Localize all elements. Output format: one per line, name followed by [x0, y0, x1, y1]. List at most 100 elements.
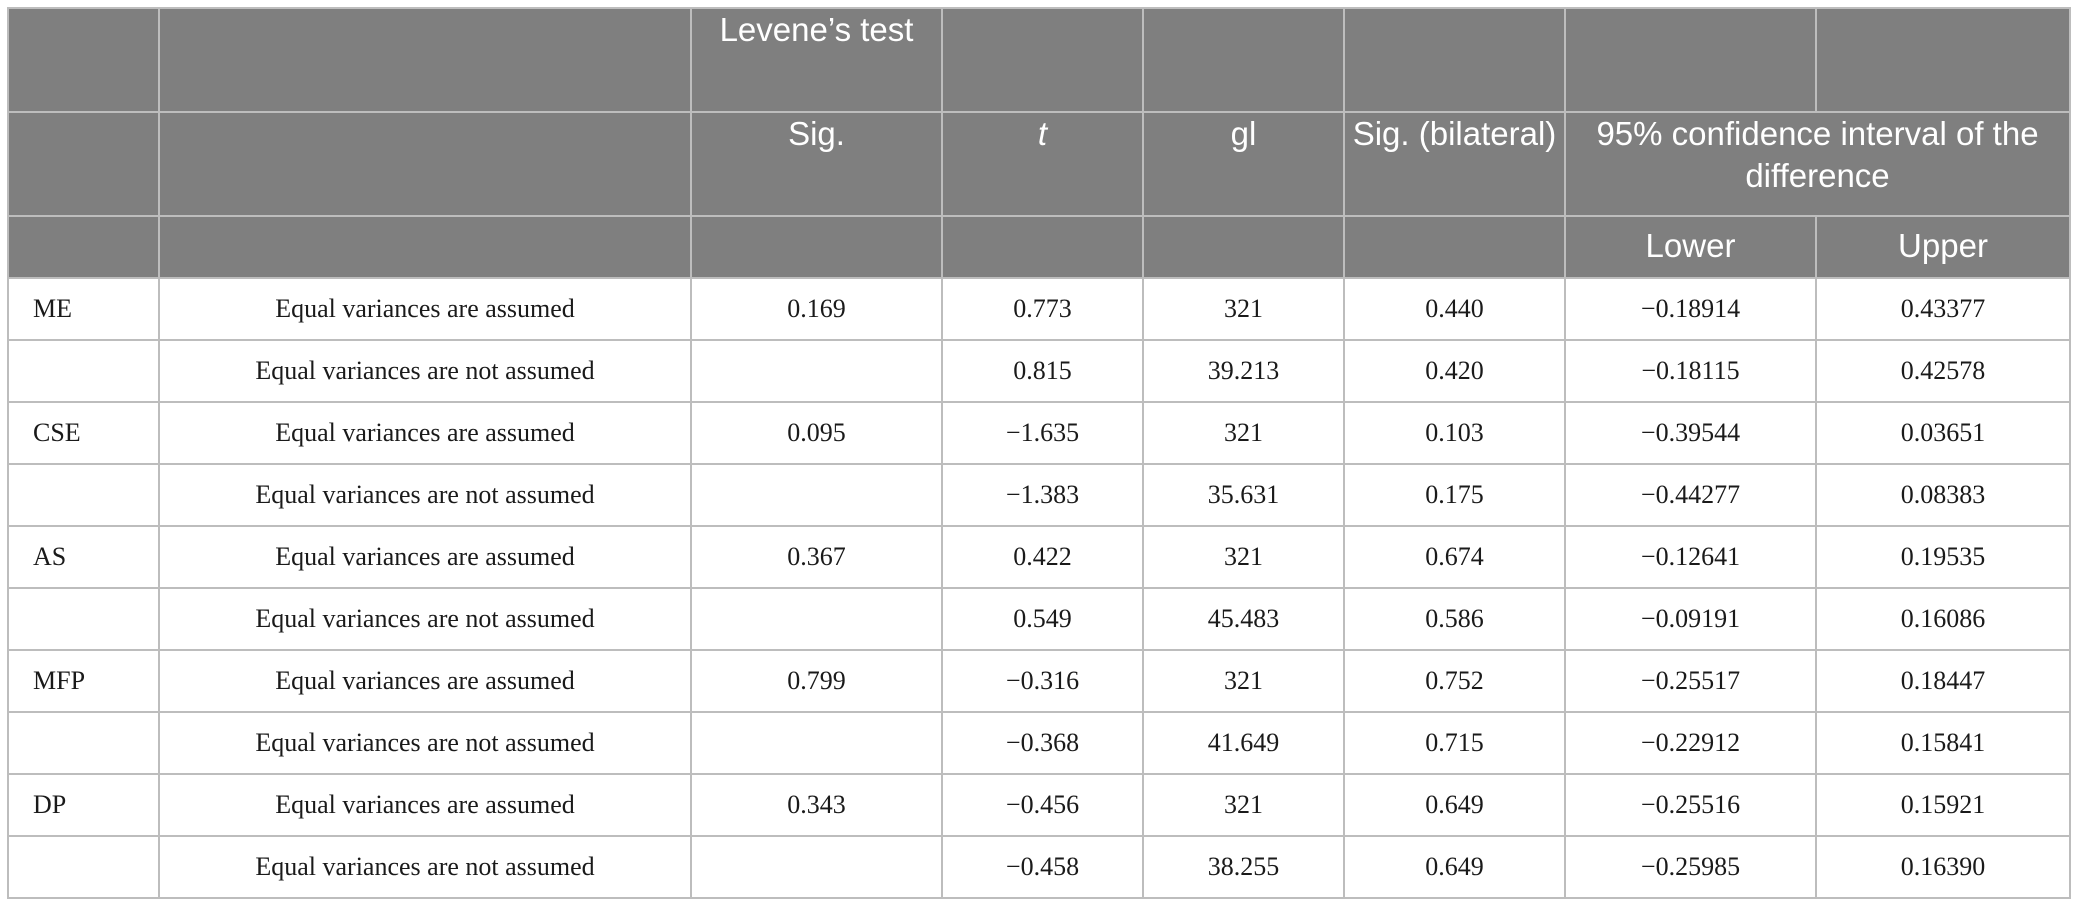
sig-bilateral-cell: 0.440 [1343, 277, 1566, 341]
header-empty-cell [7, 215, 160, 279]
sig-bilateral-cell: 0.586 [1343, 587, 1566, 651]
header-empty-cell [1343, 7, 1566, 113]
levene-sig-cell [690, 339, 943, 403]
ci-upper-cell: 0.43377 [1815, 277, 2071, 341]
variable-cell: CSE [7, 401, 160, 465]
t-value-cell: 0.549 [941, 587, 1144, 651]
ci-lower-cell: −0.25516 [1564, 773, 1817, 837]
ci-lower-cell: −0.18914 [1564, 277, 1817, 341]
t-value-cell: −1.383 [941, 463, 1144, 527]
assumption-cell: Equal variances are not assumed [158, 587, 692, 651]
ci-lower-cell: −0.39544 [1564, 401, 1817, 465]
t-value-cell: 0.422 [941, 525, 1144, 589]
variable-cell [7, 463, 160, 527]
header-row-2: Sig. t gl Sig. (bilateral) 95% confidenc… [7, 111, 2071, 217]
header-empty-cell [1815, 7, 2071, 113]
t-value-cell: −0.316 [941, 649, 1144, 713]
ci-lower-cell: −0.44277 [1564, 463, 1817, 527]
table-row: DP Equal variances are assumed 0.343 −0.456… [7, 773, 2071, 837]
gl-cell: 321 [1142, 649, 1345, 713]
ci-upper-cell: 0.16086 [1815, 587, 2071, 651]
t-value-cell: −1.635 [941, 401, 1144, 465]
t-value-cell: 0.815 [941, 339, 1144, 403]
header-sig: Sig. [690, 111, 943, 217]
header-t: t [941, 111, 1144, 217]
gl-cell: 35.631 [1142, 463, 1345, 527]
header-empty-cell [158, 7, 692, 113]
table-row: CSE Equal variances are assumed 0.095 −1.63… [7, 401, 2071, 465]
levene-sig-cell [690, 835, 943, 899]
header-empty-cell [1343, 215, 1566, 279]
gl-cell: 45.483 [1142, 587, 1345, 651]
t-value-cell: −0.458 [941, 835, 1144, 899]
variable-cell: AS [7, 525, 160, 589]
variable-cell [7, 587, 160, 651]
table-row: Equal variances are not assumed 0.815 39.2… [7, 339, 2071, 403]
levene-sig-cell: 0.799 [690, 649, 943, 713]
variable-cell [7, 835, 160, 899]
ci-lower-cell: −0.12641 [1564, 525, 1817, 589]
sig-bilateral-cell: 0.103 [1343, 401, 1566, 465]
header-sig-bilateral: Sig. (bilateral) [1343, 111, 1566, 217]
header-empty-cell [941, 7, 1144, 113]
levene-sig-cell: 0.343 [690, 773, 943, 837]
t-value-cell: 0.773 [941, 277, 1144, 341]
assumption-cell: Equal variances are not assumed [158, 463, 692, 527]
assumption-cell: Equal variances are not assumed [158, 339, 692, 403]
assumption-cell: Equal variances are not assumed [158, 835, 692, 899]
gl-cell: 41.649 [1142, 711, 1345, 775]
assumption-cell: Equal variances are assumed [158, 649, 692, 713]
assumption-cell: Equal variances are assumed [158, 401, 692, 465]
table-container: Levene’s test Sig. t gl Sig. (bilateral)… [7, 7, 2071, 899]
header-empty-cell [941, 215, 1144, 279]
levene-sig-cell: 0.367 [690, 525, 943, 589]
table-row: ME Equal variances are assumed 0.169 0.773 3… [7, 277, 2071, 341]
header-empty-cell [1564, 7, 1817, 113]
sig-bilateral-cell: 0.649 [1343, 773, 1566, 837]
table-row: AS Equal variances are assumed 0.367 0.422 3… [7, 525, 2071, 589]
gl-cell: 321 [1142, 525, 1345, 589]
variable-cell: ME [7, 277, 160, 341]
table-row: Equal variances are not assumed −1.383 35.… [7, 463, 2071, 527]
levene-sig-cell: 0.169 [690, 277, 943, 341]
header-row-1: Levene’s test [7, 7, 2071, 113]
variable-cell: MFP [7, 649, 160, 713]
assumption-cell: Equal variances are assumed [158, 277, 692, 341]
table-row: Equal variances are not assumed −0.458 38.… [7, 835, 2071, 899]
ci-upper-cell: 0.18447 [1815, 649, 2071, 713]
ci-lower-cell: −0.09191 [1564, 587, 1817, 651]
gl-cell: 39.213 [1142, 339, 1345, 403]
gl-cell: 38.255 [1142, 835, 1345, 899]
ci-upper-cell: 0.03651 [1815, 401, 2071, 465]
ci-upper-cell: 0.42578 [1815, 339, 2071, 403]
ttest-table: Levene’s test Sig. t gl Sig. (bilateral)… [7, 7, 2071, 899]
header-confidence-interval: 95% confidence interval of the differenc… [1564, 111, 2071, 217]
gl-cell: 321 [1142, 401, 1345, 465]
header-empty-cell [1142, 215, 1345, 279]
header-lower: Lower [1564, 215, 1817, 279]
table-row: MFP Equal variances are assumed 0.799 −0.31… [7, 649, 2071, 713]
header-empty-cell [7, 111, 160, 217]
sig-bilateral-cell: 0.715 [1343, 711, 1566, 775]
gl-cell: 321 [1142, 277, 1345, 341]
sig-bilateral-cell: 0.649 [1343, 835, 1566, 899]
table-header: Levene’s test Sig. t gl Sig. (bilateral)… [7, 7, 2071, 279]
header-row-3: Lower Upper [7, 215, 2071, 279]
ci-upper-cell: 0.15921 [1815, 773, 2071, 837]
ci-lower-cell: −0.22912 [1564, 711, 1817, 775]
table-row: Equal variances are not assumed −0.368 41.… [7, 711, 2071, 775]
assumption-cell: Equal variances are not assumed [158, 711, 692, 775]
table-body: ME Equal variances are assumed 0.169 0.773 3… [7, 277, 2071, 899]
sig-bilateral-cell: 0.752 [1343, 649, 1566, 713]
header-levenes-test: Levene’s test [690, 7, 943, 113]
header-upper: Upper [1815, 215, 2071, 279]
gl-cell: 321 [1142, 773, 1345, 837]
levene-sig-cell [690, 463, 943, 527]
t-value-cell: −0.456 [941, 773, 1144, 837]
levene-sig-cell [690, 711, 943, 775]
ci-upper-cell: 0.15841 [1815, 711, 2071, 775]
header-empty-cell [690, 215, 943, 279]
table-row: Equal variances are not assumed 0.549 45.4… [7, 587, 2071, 651]
t-value-cell: −0.368 [941, 711, 1144, 775]
header-empty-cell [158, 215, 692, 279]
